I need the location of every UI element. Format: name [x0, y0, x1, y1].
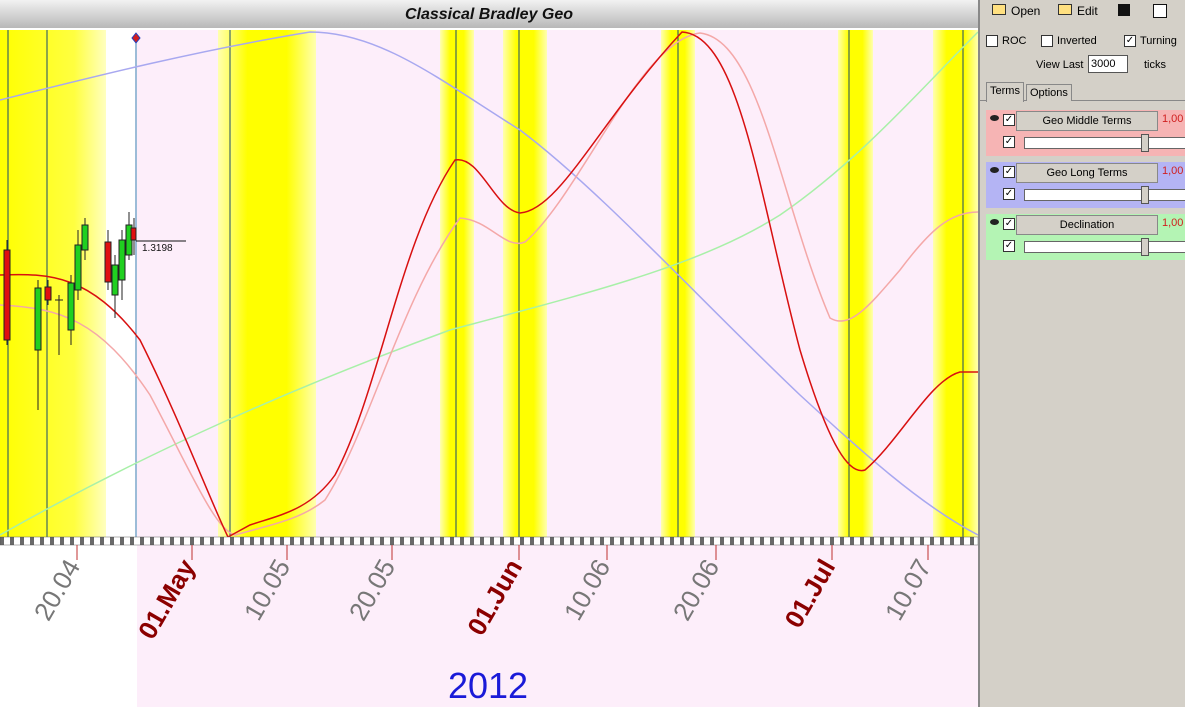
weight-slider[interactable] — [1024, 137, 1185, 149]
button-label: Open — [1011, 4, 1041, 18]
candles — [3, 212, 137, 410]
term-checkbox[interactable]: ✓ — [1003, 114, 1015, 126]
term-weight: 1,00 — [1162, 165, 1184, 177]
chart-title: Classical Bradley Geo — [405, 6, 573, 23]
export-icon[interactable] — [1153, 4, 1167, 18]
tab[interactable]: Options — [1026, 84, 1072, 101]
slider-thumb[interactable] — [1141, 186, 1149, 204]
checkbox[interactable] — [1041, 35, 1053, 47]
title-bar — [0, 0, 978, 28]
weight-slider[interactable] — [1024, 241, 1185, 253]
view-last-input[interactable]: 3000 — [1088, 55, 1128, 73]
date-strip — [0, 536, 978, 546]
term-checkbox[interactable]: ✓ — [1003, 188, 1015, 200]
term-name[interactable]: Geo Long Terms — [1016, 163, 1158, 183]
slider-thumb[interactable] — [1141, 238, 1149, 256]
term-checkbox[interactable]: ✓ — [1003, 166, 1015, 178]
term-row: ✓ Geo Long Terms 1,00 ✓ — [986, 162, 1185, 208]
button-label: Edit — [1077, 4, 1098, 18]
term-row: ✓ Geo Middle Terms 1,00 ✓ — [986, 110, 1185, 156]
today-marker — [131, 32, 141, 44]
curves — [0, 31, 978, 539]
checkbox[interactable]: ✓ — [1124, 35, 1136, 47]
eye-icon[interactable] — [990, 167, 999, 173]
term-name[interactable]: Declination — [1016, 215, 1158, 235]
checkbox-label: Turning — [1140, 35, 1177, 47]
term-weight: 1,00 — [1162, 113, 1184, 125]
toolbar-button[interactable]: Edit — [1058, 4, 1098, 18]
checkbox-label: ROC — [1002, 35, 1027, 47]
eye-icon[interactable] — [990, 115, 999, 121]
checkbox-label: Inverted — [1057, 35, 1097, 47]
year-label: 2012 — [448, 665, 528, 706]
weight-slider[interactable] — [1024, 189, 1185, 201]
term-weight: 1,00 — [1162, 217, 1184, 229]
tab[interactable]: Terms — [986, 82, 1024, 102]
save-icon[interactable] — [1118, 4, 1130, 16]
term-row: ✓ Declination 1,00 ✓ — [986, 214, 1185, 260]
term-checkbox[interactable]: ✓ — [1003, 136, 1015, 148]
chart-view: Classical Bradley Geo 1. — [0, 0, 978, 707]
ticks-label: ticks — [1144, 59, 1166, 71]
term-checkbox[interactable]: ✓ — [1003, 218, 1015, 230]
term-name[interactable]: Geo Middle Terms — [1016, 111, 1158, 131]
checkbox[interactable] — [986, 35, 998, 47]
view-last-label: View Last — [1036, 59, 1084, 71]
side-panel: Open Edit ROC Inverted ✓ Turning View Last 3… — [978, 0, 1185, 707]
slider-thumb[interactable] — [1141, 134, 1149, 152]
toolbar-button[interactable]: Open — [992, 4, 1040, 18]
date-label: 20.04 — [28, 554, 87, 625]
term-checkbox[interactable]: ✓ — [1003, 240, 1015, 252]
price-label: 1.3198 — [142, 243, 173, 254]
eye-icon[interactable] — [990, 219, 999, 225]
